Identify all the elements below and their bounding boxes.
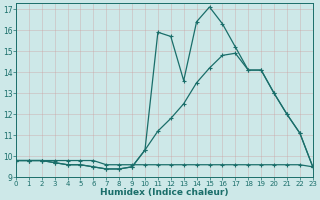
X-axis label: Humidex (Indice chaleur): Humidex (Indice chaleur) [100,188,228,197]
